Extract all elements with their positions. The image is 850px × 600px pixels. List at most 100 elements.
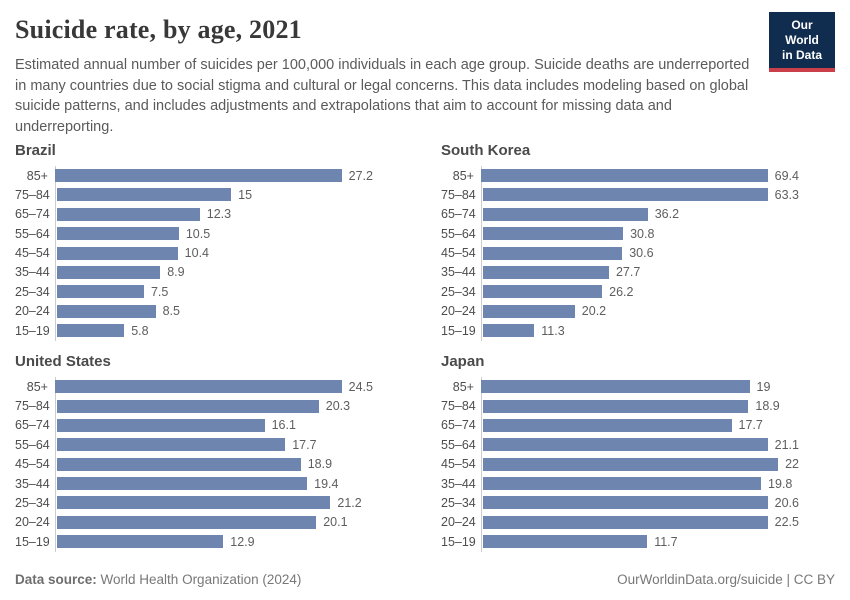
chart-panel: Japan 85+ 19 75–84 18.9 65–74 17.7 55–64 21.1 45–…: [441, 353, 835, 553]
bar: [56, 285, 144, 299]
data-source-value: World Health Organization (2024): [96, 572, 302, 587]
bar-zone: 8.9: [56, 265, 409, 280]
bar-row: 15–19 12.9: [15, 534, 409, 549]
bar-zone: 20.6: [482, 496, 835, 510]
bar-row: 20–24 22.5: [441, 515, 835, 530]
bar-zone: 17.7: [482, 418, 835, 433]
bar-value-label: 8.9: [167, 265, 185, 280]
bar-value-label: 8.5: [162, 304, 180, 319]
bar-value-label: 30.8: [630, 226, 655, 241]
bar-row: 35–44 19.8: [441, 476, 835, 491]
age-group-label: 15–19: [15, 323, 50, 338]
bar-row: 15–19 5.8: [15, 323, 409, 338]
axis-line: [55, 377, 56, 553]
bar-value-label: 27.2: [348, 168, 373, 183]
bar-row: 45–54 18.9: [15, 457, 409, 472]
age-group-label: 25–34: [15, 495, 50, 510]
bar: [482, 457, 779, 471]
bar-value-label: 36.2: [654, 207, 680, 222]
bar-value-label: 19.8: [768, 476, 793, 491]
bar: [56, 399, 319, 413]
bar-zone: 18.9: [56, 457, 409, 472]
panel-title: Brazil: [15, 142, 56, 159]
bar-value-label: 16.1: [271, 418, 296, 433]
bar-value-label: 63.3: [774, 187, 799, 202]
footer: Data source: World Health Organization (…: [15, 572, 835, 587]
bar-zone: 21.1: [482, 438, 835, 452]
bar: [56, 324, 125, 338]
panel-chart: 85+ 69.4 75–84 63.3 65–74 36.2 55–64 30.8 45–54 3…: [441, 166, 835, 342]
bar: [56, 265, 161, 279]
bar-zone: 69.4: [481, 169, 835, 183]
chart-panel: South Korea 85+ 69.4 75–84 63.3 65–74 36.2 55–6…: [441, 142, 835, 342]
bar-zone: 22.5: [482, 515, 835, 530]
panel-title: United States: [15, 353, 111, 371]
bar: [56, 438, 286, 452]
header: Suicide rate, by age, 2021: [15, 13, 835, 49]
age-group-label: 15–19: [441, 323, 476, 338]
bar: [482, 227, 624, 241]
attribution-link: OurWorldinData.org/suicide | CC BY: [617, 572, 835, 587]
bar-value-label: 18.9: [307, 457, 333, 472]
bar-zone: 11.3: [482, 323, 835, 338]
bar-value-label: 18.9: [755, 399, 780, 414]
bar: [482, 265, 609, 279]
bar: [482, 438, 768, 452]
data-source-note: Data source: World Health Organization (…: [15, 572, 301, 587]
bar-zone: 30.6: [482, 246, 835, 260]
bar-value-label: 17.7: [738, 418, 763, 433]
age-group-label: 25–34: [441, 495, 476, 510]
age-group-label: 85+: [452, 168, 474, 183]
bar: [482, 418, 732, 432]
age-group-label: 45–54: [15, 246, 50, 261]
bar-row: 25–34 7.5: [15, 285, 409, 299]
bar-value-label: 12.9: [230, 534, 255, 549]
bar-zone: 10.4: [56, 246, 409, 261]
bar-row: 45–54 10.4: [15, 246, 409, 261]
bar-zone: 20.1: [56, 515, 409, 530]
bar-zone: 24.5: [55, 380, 409, 394]
bar-zone: 30.8: [482, 226, 835, 241]
bar-zone: 17.7: [56, 438, 409, 452]
chart-panel: Brazil 85+ 27.2 75–84 15 65–74 12.3 55–64 10.5 45…: [15, 142, 409, 342]
bar-zone: 16.1: [56, 418, 409, 433]
age-group-label: 20–24: [441, 515, 476, 530]
bar-value-label: 10.4: [184, 246, 210, 261]
bar-row: 20–24 8.5: [15, 304, 409, 319]
age-group-label: 35–44: [441, 476, 476, 491]
bar-value-label: 27.7: [615, 265, 641, 280]
panel-chart: 85+ 19 75–84 18.9 65–74 17.7 55–64 21.1 45–54 22 3…: [441, 377, 835, 553]
bar-value-label: 20.1: [323, 515, 348, 530]
age-group-label: 85+: [452, 379, 474, 394]
bar: [481, 380, 750, 394]
charts-grid: Brazil 85+ 27.2 75–84 15 65–74 12.3 55–64 10.5 45…: [15, 142, 835, 553]
bar-row: 75–84 15: [15, 188, 409, 202]
bar-zone: 63.3: [482, 187, 835, 202]
bar-row: 45–54 30.6: [441, 246, 835, 260]
bar: [482, 285, 603, 299]
bar-row: 65–74 12.3: [15, 207, 409, 222]
bar-value-label: 19: [756, 379, 771, 394]
bar-zone: 27.7: [482, 265, 835, 280]
bar: [482, 535, 648, 549]
bar-zone: 11.7: [482, 535, 835, 549]
bar: [56, 535, 224, 549]
owid-logo: Our World in Data: [769, 12, 835, 72]
bar-zone: 10.5: [56, 227, 409, 241]
bar-row: 45–54 22: [441, 457, 835, 471]
bar-row: 55–64 30.8: [441, 226, 835, 241]
bar-value-label: 22.5: [774, 515, 799, 530]
bar-zone: 19.4: [56, 477, 409, 491]
bar-row: 55–64 17.7: [15, 438, 409, 452]
age-group-label: 65–74: [441, 418, 476, 433]
age-group-label: 65–74: [15, 207, 50, 222]
bar-row: 75–84 20.3: [15, 399, 409, 413]
bar-row: 65–74 36.2: [441, 207, 835, 222]
age-group-label: 20–24: [15, 304, 50, 319]
bar-value-label: 11.3: [541, 323, 565, 338]
bar: [56, 304, 156, 318]
axis-line: [55, 166, 56, 342]
bar: [482, 188, 768, 202]
bar-zone: 27.2: [55, 168, 409, 183]
